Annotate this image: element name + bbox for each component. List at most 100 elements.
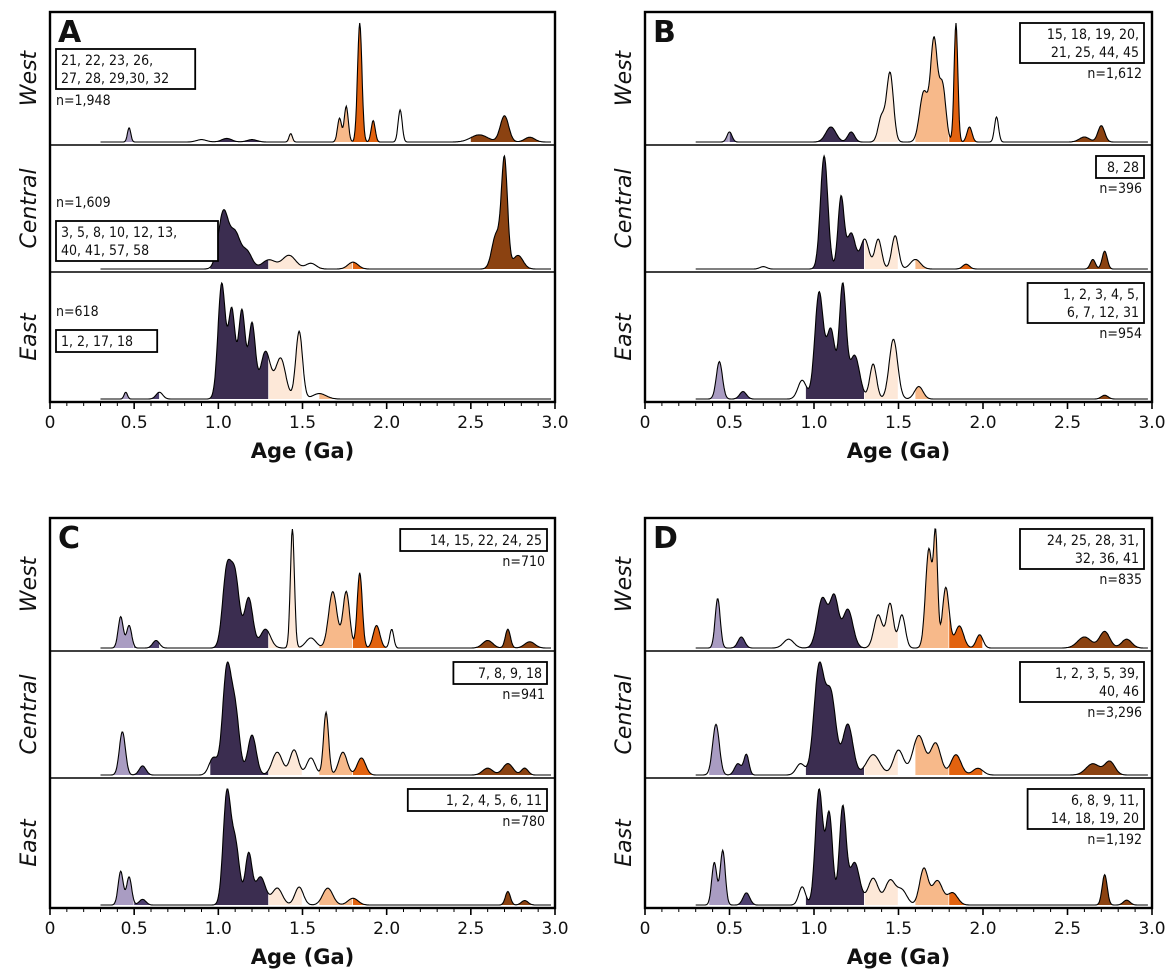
source-list: 6, 8, 9, 11, <box>1071 793 1139 809</box>
age-band-fill <box>915 529 949 648</box>
source-list: 6, 7, 12, 31 <box>1067 305 1139 321</box>
density-curve <box>100 22 551 143</box>
source-box <box>55 220 219 262</box>
panel-frame <box>48 516 557 910</box>
row-central: Central 7, 8, 9, 18 n=941 <box>17 650 555 776</box>
age-band-fill <box>1067 761 1148 775</box>
row-west: West 21, 22, 23, 26, 27, 28, 29,30, 32 n=1,… <box>17 22 551 143</box>
age-band-fill <box>210 789 269 905</box>
source-list: 40, 46 <box>1099 684 1139 700</box>
x-tick-label: 0.5 <box>121 919 148 939</box>
row-label: East <box>17 818 42 867</box>
panel-letter: B <box>653 15 676 50</box>
source-list: 14, 15, 22, 24, 25 <box>430 533 542 549</box>
x-tick-label: 3.0 <box>541 413 568 433</box>
age-band-fill <box>353 898 386 905</box>
age-band-fill <box>805 789 864 905</box>
x-tick-label: 0 <box>640 413 651 433</box>
sample-count: n=396 <box>1099 181 1142 197</box>
x-tick-label: 0 <box>640 919 651 939</box>
density-curve <box>695 282 1148 400</box>
row-label: Central <box>612 168 637 248</box>
density-curve <box>695 154 1148 270</box>
density-curve <box>695 661 1148 776</box>
row-label: West <box>612 49 637 106</box>
age-band-fill <box>709 724 729 775</box>
row-east: East 1, 2, 17, 18 n=618 <box>17 271 555 400</box>
panel-letter: C <box>58 521 80 556</box>
age-band-fill <box>353 262 386 269</box>
x-tick-label: 2.0 <box>373 413 400 433</box>
density-curve <box>100 281 551 400</box>
source-list: 7, 8, 9, 18 <box>478 666 542 682</box>
sample-count: n=618 <box>56 304 99 320</box>
age-band-fill <box>210 662 269 775</box>
density-curve <box>695 528 1148 649</box>
sample-count: n=3,296 <box>1087 705 1142 721</box>
source-list: 21, 22, 23, 26, <box>61 53 153 69</box>
sample-count: n=710 <box>502 554 545 570</box>
row-west: West 14, 15, 22, 24, 25 n=710 <box>17 528 551 649</box>
row-label: West <box>17 49 42 106</box>
source-list: 21, 25, 44, 45 <box>1051 45 1139 61</box>
x-tick-label: 3.0 <box>1138 413 1165 433</box>
age-band-fill <box>353 758 386 775</box>
sample-count: n=1,612 <box>1087 66 1142 82</box>
x-tick-label: 0.5 <box>121 413 148 433</box>
row-label: Central <box>612 674 637 754</box>
x-tick-label: 2.5 <box>1054 919 1081 939</box>
age-band-fill <box>864 878 898 905</box>
row-central: Central 3, 5, 8, 10, 12, 13, 40, 41, 57, 5… <box>17 144 555 270</box>
x-tick-label: 1.5 <box>289 413 316 433</box>
row-label: East <box>17 312 42 361</box>
age-band-fill <box>805 593 864 648</box>
x-tick-label: 2.0 <box>969 919 996 939</box>
panel-letter: D <box>653 521 678 556</box>
age-band-fill <box>805 283 864 399</box>
density-curve <box>100 661 551 776</box>
age-band-fill <box>470 115 551 142</box>
source-box <box>1019 22 1145 64</box>
x-tick-label: 2.5 <box>1054 413 1081 433</box>
source-box <box>1019 661 1145 703</box>
row-central: Central 8, 28 n=396 <box>612 144 1152 270</box>
source-list: 14, 18, 19, 20 <box>1051 811 1139 827</box>
age-band-fill <box>864 339 898 399</box>
panel-b: West 15, 18, 19, 20, 21, 25, 44, 45 n=1,612… <box>612 10 1165 463</box>
density-curve <box>695 22 1148 143</box>
age-band-fill <box>864 72 898 142</box>
age-band-fill <box>470 891 551 905</box>
x-tick-label: 1.5 <box>885 413 912 433</box>
row-central: Central 1, 2, 3, 5, 39, 40, 46 n=3,296 <box>612 650 1152 776</box>
source-box <box>1095 155 1145 179</box>
x-tick-label: 2.0 <box>373 919 400 939</box>
row-label: East <box>612 818 637 867</box>
source-list: 27, 28, 29,30, 32 <box>61 71 169 87</box>
density-curve <box>100 528 551 649</box>
panel-frame <box>643 10 1154 404</box>
x-tick-label: 3.0 <box>1138 919 1165 939</box>
row-west: West 15, 18, 19, 20, 21, 25, 44, 45 n=1,612 <box>612 22 1148 143</box>
panel-d: West 24, 25, 28, 31, 32, 36, 41 n=835 Centra… <box>612 516 1165 969</box>
x-tick-label: 1.5 <box>289 919 316 939</box>
sample-count: n=1,948 <box>56 93 111 109</box>
x-tick-label: 0.5 <box>716 413 743 433</box>
row-east: East 1, 2, 4, 5, 6, 11 n=780 <box>17 777 555 906</box>
x-tick-label: 3.0 <box>541 919 568 939</box>
density-curve <box>100 788 551 906</box>
age-band-fill <box>915 36 949 142</box>
age-band-fill <box>470 763 551 775</box>
age-band-fill <box>949 23 983 142</box>
age-band-fill <box>319 888 353 905</box>
age-band-fill <box>949 264 983 269</box>
x-tick-label: 1.5 <box>885 919 912 939</box>
age-band-fill <box>319 262 353 269</box>
age-band-fill <box>709 598 729 648</box>
age-band-fill <box>134 640 160 648</box>
source-list: 32, 36, 41 <box>1075 551 1139 567</box>
x-tick-label: 1.0 <box>205 413 232 433</box>
row-west: West 24, 25, 28, 31, 32, 36, 41 n=835 <box>612 528 1148 649</box>
age-band-fill <box>1067 631 1148 648</box>
source-list: 15, 18, 19, 20, <box>1047 27 1139 43</box>
